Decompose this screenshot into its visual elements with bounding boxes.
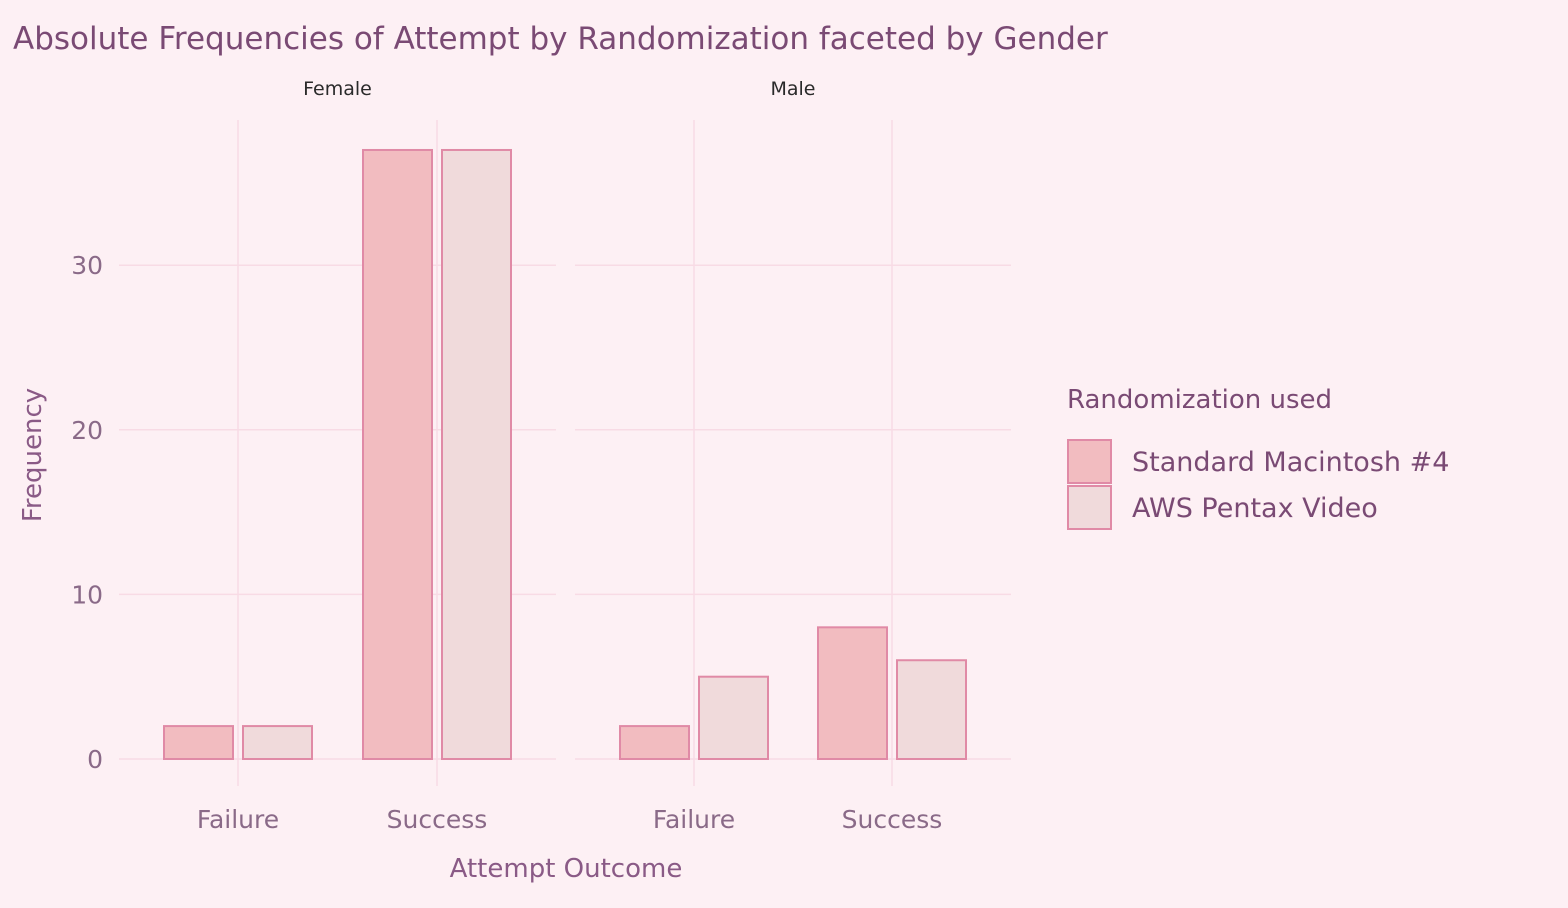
legend: Randomization used Standard Macintosh #4… [1067,385,1449,530]
x-tick-label: Success [387,805,488,834]
facet-panel-female: Female Failure Success [119,78,556,834]
legend-label-1: Standard Macintosh #4 [1132,447,1449,478]
legend-label-2: AWS Pentax Video [1132,493,1378,524]
bar-male-success-series-2 [896,659,967,760]
y-axis-title: Frequency [18,388,48,522]
bar-female-success-series-2 [441,148,512,761]
bar-female-success-series-1 [362,148,433,761]
bar-male-failure-series-1 [619,725,690,761]
y-tick-label: 10 [71,580,103,609]
y-tick-label: 0 [87,745,103,774]
x-axis-title: Attempt Outcome [450,854,683,884]
x-tick-label: Failure [653,805,735,834]
legend-key-2 [1067,485,1112,530]
facet-panel-male: Male Failure Success [575,78,1011,834]
facet-label: Male [770,78,815,100]
bar-female-failure-series-2 [242,725,313,761]
bar-male-success-series-1 [817,626,888,760]
chart-title: Absolute Frequencies of Attempt by Rando… [13,21,1108,57]
facet-panels: Female Failure Success Male Failure Success 0 1… [71,78,1011,834]
x-tick-label: Success [842,805,943,834]
facet-label: Female [303,78,372,100]
legend-title: Randomization used [1067,385,1332,415]
y-tick-label: 30 [71,251,103,280]
bar-female-failure-series-1 [163,725,234,761]
bar-male-failure-series-2 [698,675,769,761]
legend-key-1 [1067,439,1112,484]
y-tick-label: 20 [71,416,103,445]
x-tick-label: Failure [197,805,279,834]
